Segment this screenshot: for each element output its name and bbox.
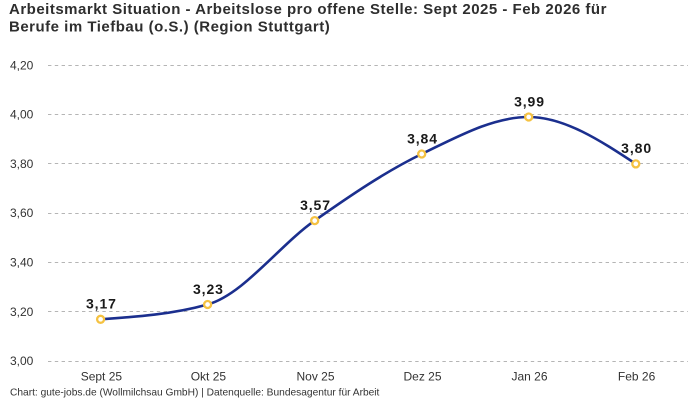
svg-text:3,00: 3,00: [10, 354, 34, 368]
svg-text:3,84: 3,84: [407, 130, 438, 146]
svg-text:3,99: 3,99: [514, 93, 545, 109]
svg-text:Feb 26: Feb 26: [618, 369, 656, 383]
svg-text:4,20: 4,20: [10, 58, 34, 72]
svg-text:3,23: 3,23: [193, 281, 224, 297]
svg-text:3,80: 3,80: [10, 157, 34, 171]
svg-text:3,57: 3,57: [300, 197, 331, 213]
svg-text:3,40: 3,40: [10, 256, 34, 270]
svg-text:Nov 25: Nov 25: [296, 369, 334, 383]
svg-text:Berufe im Tiefbau (o.S.) (Regi: Berufe im Tiefbau (o.S.) (Region Stuttga…: [9, 19, 330, 36]
svg-text:Sept 25: Sept 25: [81, 369, 123, 383]
svg-text:Jan 26: Jan 26: [511, 369, 547, 383]
svg-text:3,60: 3,60: [10, 206, 34, 220]
svg-text:3,80: 3,80: [621, 140, 652, 156]
svg-text:Chart: gute-jobs.de (Wollmilch: Chart: gute-jobs.de (Wollmilchsau GmbH) …: [10, 388, 380, 399]
svg-text:4,00: 4,00: [10, 108, 34, 122]
svg-text:Okt 25: Okt 25: [191, 369, 227, 383]
svg-text:3,17: 3,17: [86, 296, 117, 312]
svg-text:3,20: 3,20: [10, 305, 34, 319]
svg-text:Dez 25: Dez 25: [403, 369, 441, 383]
svg-text:Arbeitsmarkt Situation - Arbei: Arbeitsmarkt Situation - Arbeitslose pro…: [9, 1, 607, 18]
